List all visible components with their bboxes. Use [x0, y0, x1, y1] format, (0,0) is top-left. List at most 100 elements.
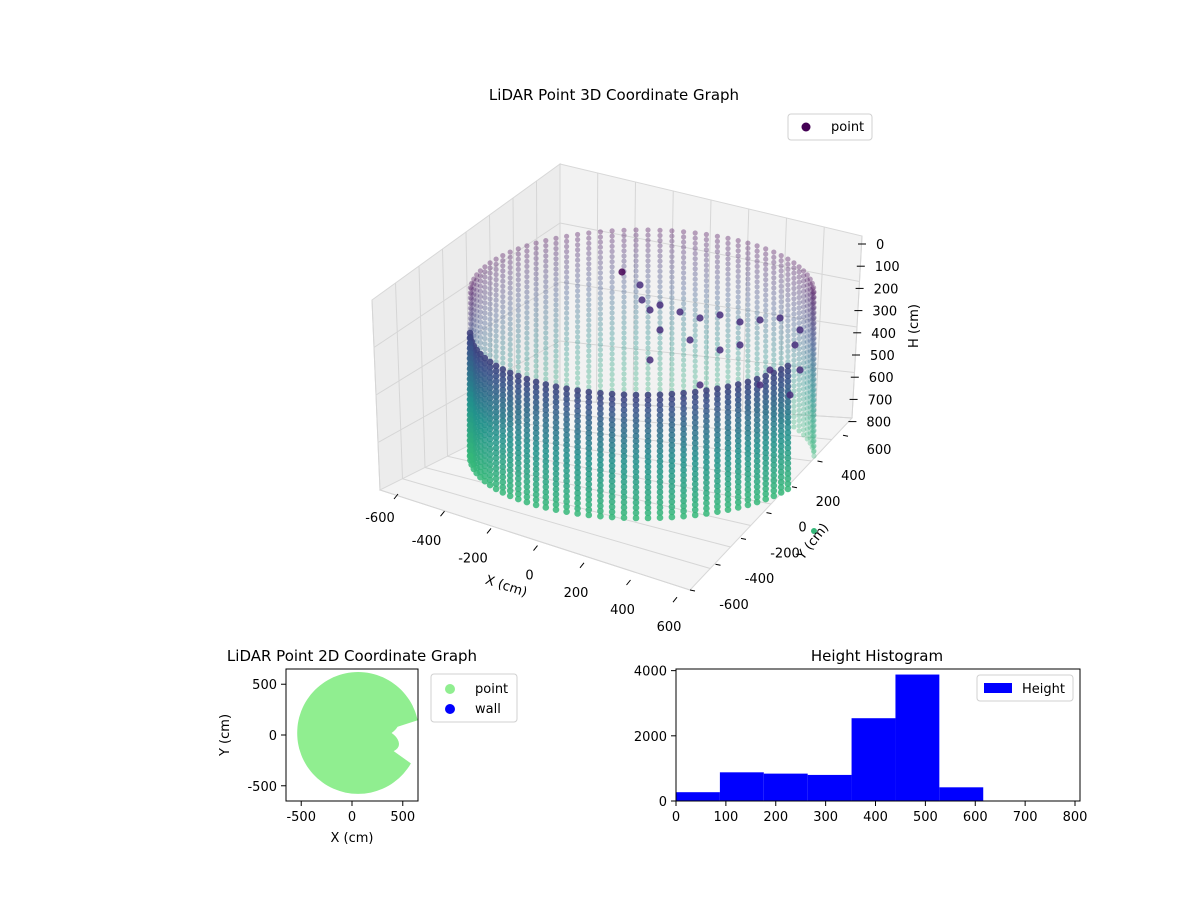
- point-marker: [486, 430, 494, 438]
- point-marker: [736, 341, 744, 349]
- point-marker: [574, 464, 581, 471]
- point-marker: [609, 279, 615, 285]
- point-marker: [493, 328, 499, 334]
- point-marker: [734, 488, 742, 496]
- point-marker: [669, 248, 675, 254]
- point-marker: [638, 296, 646, 304]
- point-marker: [609, 264, 615, 270]
- point-marker: [575, 308, 581, 314]
- point-marker: [574, 438, 581, 446]
- point-marker: [801, 355, 807, 361]
- point-marker: [482, 279, 488, 285]
- point-marker: [796, 310, 802, 316]
- point-marker: [703, 231, 710, 238]
- point-marker: [586, 373, 592, 380]
- point-marker: [533, 291, 539, 297]
- point-marker: [681, 254, 687, 261]
- point-marker: [564, 361, 570, 367]
- point-marker: [725, 302, 731, 308]
- x-tick-3d: [533, 545, 538, 551]
- point-marker: [703, 308, 710, 314]
- legend-label-wall: wall: [475, 702, 501, 717]
- point-marker: [763, 292, 769, 298]
- point-marker: [804, 400, 810, 406]
- point-marker: [507, 346, 513, 353]
- point-marker: [801, 273, 807, 279]
- point-marker: [553, 281, 559, 287]
- point-marker: [796, 305, 802, 311]
- point-marker: [597, 492, 604, 500]
- point-marker: [724, 465, 732, 473]
- point-marker: [745, 327, 751, 333]
- point-marker: [506, 390, 514, 397]
- point-marker: [736, 318, 744, 326]
- point-marker: [500, 319, 506, 325]
- point-marker: [597, 229, 604, 235]
- point-marker: [692, 343, 698, 349]
- point-marker: [681, 270, 687, 276]
- point-marker: [778, 263, 784, 269]
- point-marker: [469, 301, 475, 307]
- point-marker: [523, 421, 531, 429]
- point-marker: [486, 389, 494, 397]
- point-marker: [791, 291, 797, 297]
- point-marker: [656, 442, 664, 450]
- point-marker: [724, 460, 732, 467]
- point-marker: [532, 399, 540, 406]
- point-marker: [506, 400, 514, 407]
- point-marker: [506, 436, 514, 443]
- point-marker: [492, 413, 500, 421]
- point-marker: [507, 295, 513, 301]
- point-marker: [477, 314, 483, 320]
- point-marker: [552, 491, 560, 498]
- point-marker: [632, 391, 640, 399]
- point-marker: [474, 308, 480, 314]
- point-marker: [575, 288, 581, 294]
- point-marker: [474, 282, 480, 288]
- legend-3d: point: [787, 113, 873, 141]
- point-marker: [811, 386, 817, 392]
- point-marker: [801, 406, 807, 412]
- point-marker: [777, 473, 785, 481]
- point-marker: [477, 278, 483, 284]
- point-marker: [553, 312, 559, 318]
- point-marker: [744, 399, 752, 406]
- point-marker: [597, 326, 604, 332]
- point-marker: [796, 366, 804, 374]
- point-marker: [771, 362, 777, 368]
- point-marker: [807, 317, 813, 323]
- point-marker: [753, 452, 761, 460]
- point-marker: [692, 271, 698, 277]
- point-marker: [492, 475, 500, 482]
- point-marker: [762, 444, 769, 452]
- point-marker: [500, 263, 506, 269]
- point-marker: [807, 409, 813, 415]
- point-marker: [633, 335, 639, 341]
- point-marker: [777, 381, 785, 389]
- point-marker: [523, 437, 531, 444]
- point-marker: [524, 243, 530, 249]
- point-marker: [668, 488, 676, 495]
- point-marker: [657, 263, 663, 269]
- point-marker: [597, 295, 604, 302]
- point-marker: [734, 452, 742, 460]
- point-marker: [597, 265, 604, 271]
- point-marker: [777, 391, 785, 399]
- point-marker: [621, 325, 627, 331]
- point-marker: [734, 468, 742, 475]
- point-marker: [500, 288, 506, 294]
- point-marker: [609, 295, 615, 301]
- point-marker: [533, 271, 539, 277]
- point-marker: [492, 424, 500, 431]
- point-marker: [574, 448, 581, 456]
- point-marker: [506, 472, 514, 479]
- point-marker: [714, 341, 721, 347]
- point-marker: [807, 440, 813, 446]
- y-tick-3d: [689, 589, 696, 592]
- point-marker: [807, 297, 813, 303]
- point-marker: [632, 417, 640, 424]
- point-marker: [668, 421, 676, 429]
- point-marker: [500, 314, 506, 320]
- point-marker: [811, 381, 817, 387]
- point-marker: [609, 315, 615, 321]
